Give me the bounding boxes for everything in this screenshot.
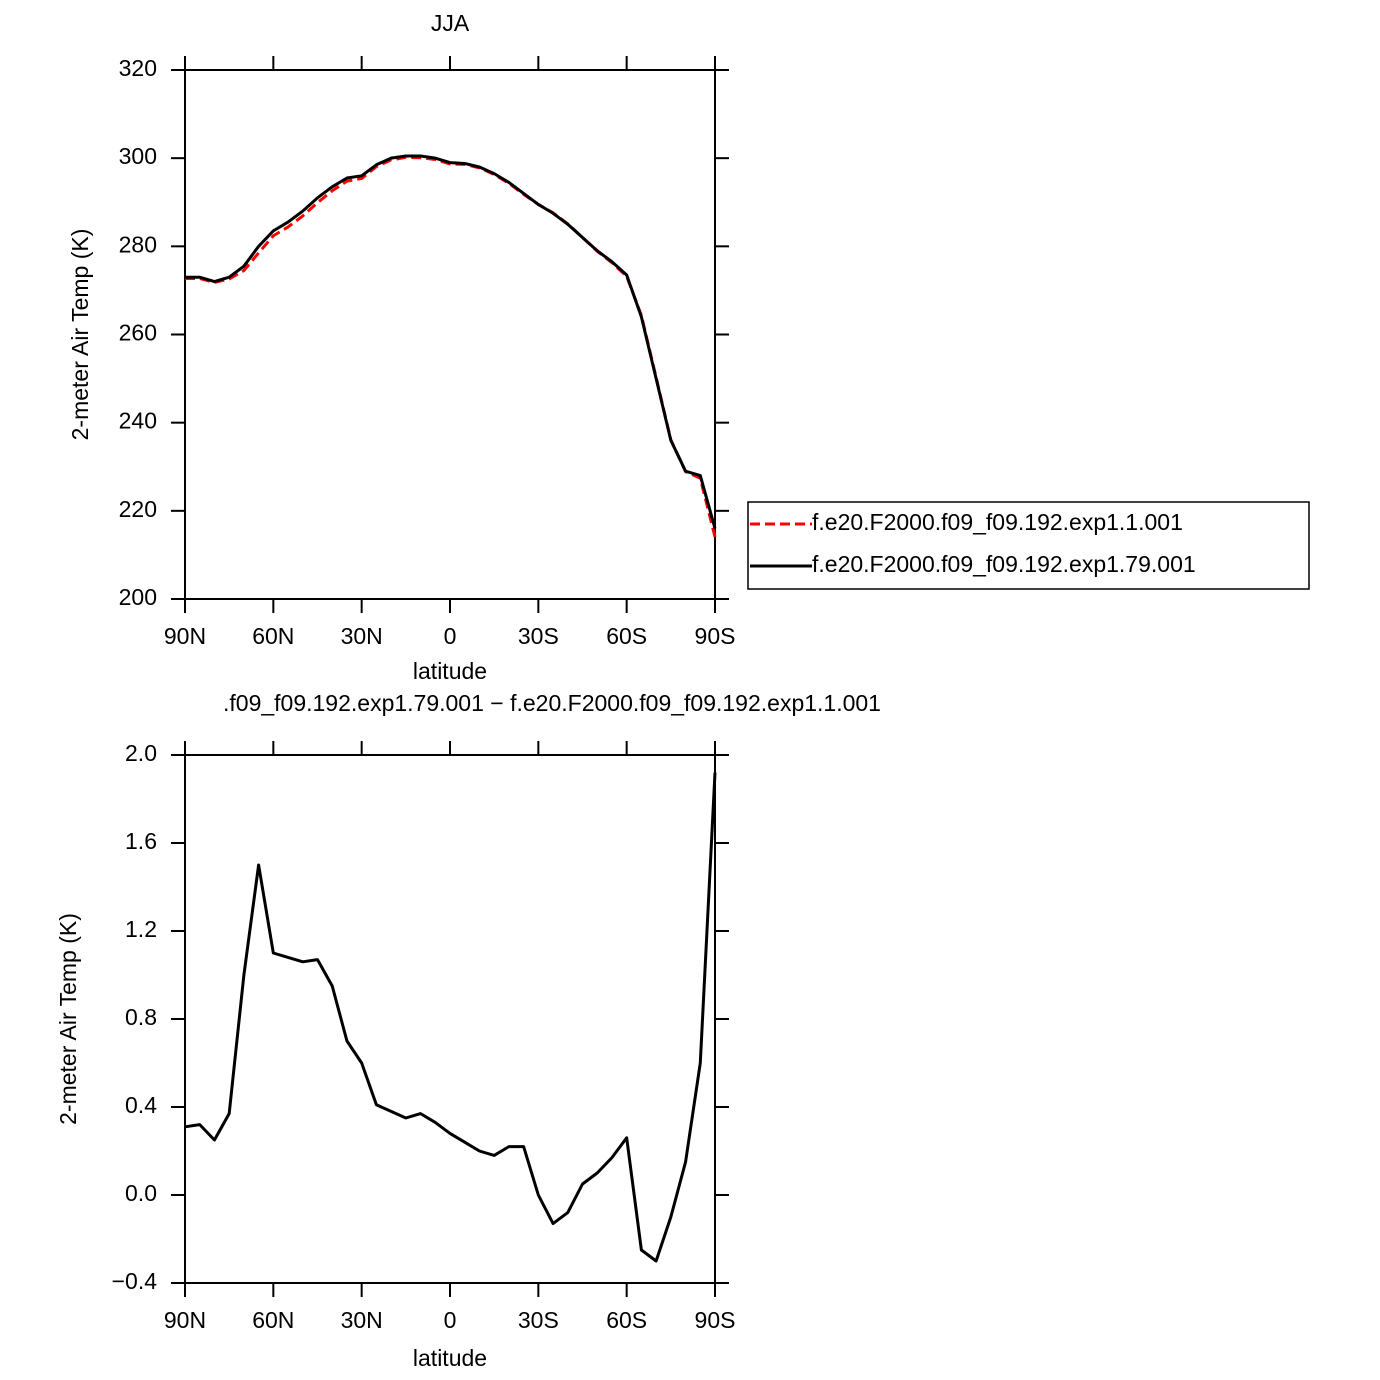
- y-tick-label: 1.2: [125, 916, 157, 942]
- legend-box: [747, 501, 1310, 590]
- x-tick-label: 60S: [606, 623, 647, 649]
- chart-title: JJA: [431, 10, 470, 36]
- y-axis-label: 2-meter Air Temp (K): [67, 229, 93, 441]
- x-tick-label: 90N: [164, 1307, 206, 1333]
- y-tick-label: 0.0: [125, 1180, 157, 1206]
- series-line: [185, 155, 717, 538]
- x-tick-label: 0: [444, 1307, 457, 1333]
- y-axis-label: 2-meter Air Temp (K): [55, 913, 81, 1125]
- x-tick-label: 90S: [695, 1307, 736, 1333]
- y-tick-label: 200: [119, 584, 157, 610]
- x-axis-label: latitude: [413, 1345, 487, 1371]
- x-tick-label: 30S: [518, 1307, 559, 1333]
- plot-frame: [184, 754, 716, 1284]
- x-tick-label: 0: [444, 623, 457, 649]
- x-tick-label: 30N: [341, 623, 383, 649]
- x-tick-label: 90S: [695, 623, 736, 649]
- x-tick-label: 60N: [252, 623, 294, 649]
- y-tick-label: 220: [119, 496, 157, 522]
- y-tick-label: 0.8: [125, 1004, 157, 1030]
- legend-label: f.e20.F2000.f09_f09.192.exp1.79.001: [812, 551, 1196, 577]
- y-tick-label: 260: [119, 320, 157, 346]
- x-tick-label: 90N: [164, 623, 206, 649]
- y-tick-label: 320: [119, 55, 157, 81]
- chart-title: .f09_f09.192.exp1.79.001 − f.e20.F2000.f…: [223, 690, 881, 716]
- x-tick-label: 30S: [518, 623, 559, 649]
- series-line: [184, 772, 717, 1263]
- y-tick-label: 2.0: [125, 740, 157, 766]
- y-tick-label: −0.4: [112, 1268, 158, 1294]
- x-tick-label: 30N: [341, 1307, 383, 1333]
- plot-frame: [184, 69, 716, 600]
- x-tick-label: 60N: [252, 1307, 294, 1333]
- series-line: [185, 154, 717, 529]
- x-tick-label: 60S: [606, 1307, 647, 1333]
- y-tick-label: 300: [119, 143, 157, 169]
- y-tick-label: 0.4: [125, 1092, 157, 1118]
- y-tick-label: 280: [119, 231, 157, 257]
- legend-label: f.e20.F2000.f09_f09.192.exp1.1.001: [812, 509, 1183, 535]
- y-tick-label: 240: [119, 408, 157, 434]
- y-tick-label: 1.6: [125, 828, 157, 854]
- x-axis-label: latitude: [413, 658, 487, 684]
